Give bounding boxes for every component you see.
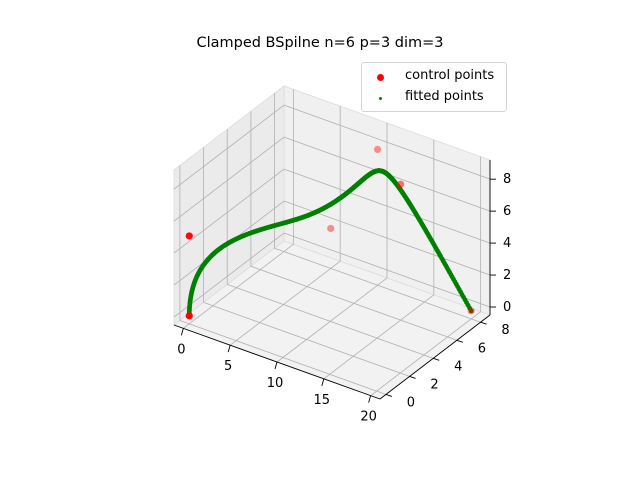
z-tick-label: 8: [503, 172, 511, 187]
control-point: [397, 180, 405, 188]
grid-line: [227, 283, 434, 359]
x-tick: [180, 328, 184, 336]
y-tick-label: 0: [407, 395, 415, 410]
control-point: [185, 312, 193, 320]
legend-label-control-points: control points: [405, 68, 495, 83]
y-tick: [480, 321, 487, 325]
grid-line: [370, 311, 481, 396]
x-tick: [368, 395, 372, 403]
control-point: [327, 224, 335, 233]
x-tick-label: 10: [267, 376, 284, 391]
chart-title: Clamped BSpilne n=6 p=3 dim=3: [196, 35, 444, 51]
y-tick: [409, 375, 416, 379]
legend: control points fitted points: [361, 62, 507, 112]
grid-line: [323, 294, 435, 380]
control-point: [185, 232, 193, 240]
grid-line: [250, 265, 458, 341]
x-tick-label: 20: [360, 410, 377, 425]
grid-line: [283, 168, 491, 244]
grid-line: [203, 302, 410, 377]
y-tick: [433, 357, 440, 361]
legend-marker-fitted-points: [379, 97, 382, 100]
fitted-point: [468, 308, 474, 314]
grid-line: [173, 136, 285, 222]
z-tick-label: 0: [503, 300, 511, 315]
grid-line: [179, 320, 387, 395]
y-tick: [385, 394, 393, 397]
y-tick: [456, 339, 464, 343]
x-tick-label: 0: [177, 342, 185, 357]
grid-line: [276, 277, 388, 363]
control-point: [373, 145, 382, 154]
grid-line: [274, 247, 481, 323]
y-tick-label: 8: [501, 323, 509, 338]
x-tick-label: 15: [314, 393, 331, 408]
z-tick-label: 2: [503, 268, 511, 283]
z-tick-label: 6: [503, 204, 511, 219]
control-point: [467, 307, 475, 315]
legend-marker-control-points: [377, 74, 384, 81]
grid-line: [229, 260, 341, 346]
x-tick: [227, 345, 231, 353]
x-tick: [274, 361, 278, 370]
y-axis-line: [379, 314, 491, 400]
grid-line: [283, 104, 491, 180]
grid-line: [283, 232, 491, 308]
y-tick-label: 4: [454, 359, 462, 374]
x-tick-label: 5: [224, 359, 232, 374]
x-tick: [321, 378, 325, 386]
grid-line: [183, 244, 294, 329]
y-tick-label: 2: [430, 377, 438, 392]
grid-line: [173, 232, 285, 318]
z-tick-label: 4: [503, 236, 511, 251]
grid-line: [173, 168, 285, 254]
legend-label-fitted-points: fitted points: [405, 89, 484, 104]
grid-line: [173, 104, 285, 190]
y-tick-label: 6: [478, 341, 486, 356]
